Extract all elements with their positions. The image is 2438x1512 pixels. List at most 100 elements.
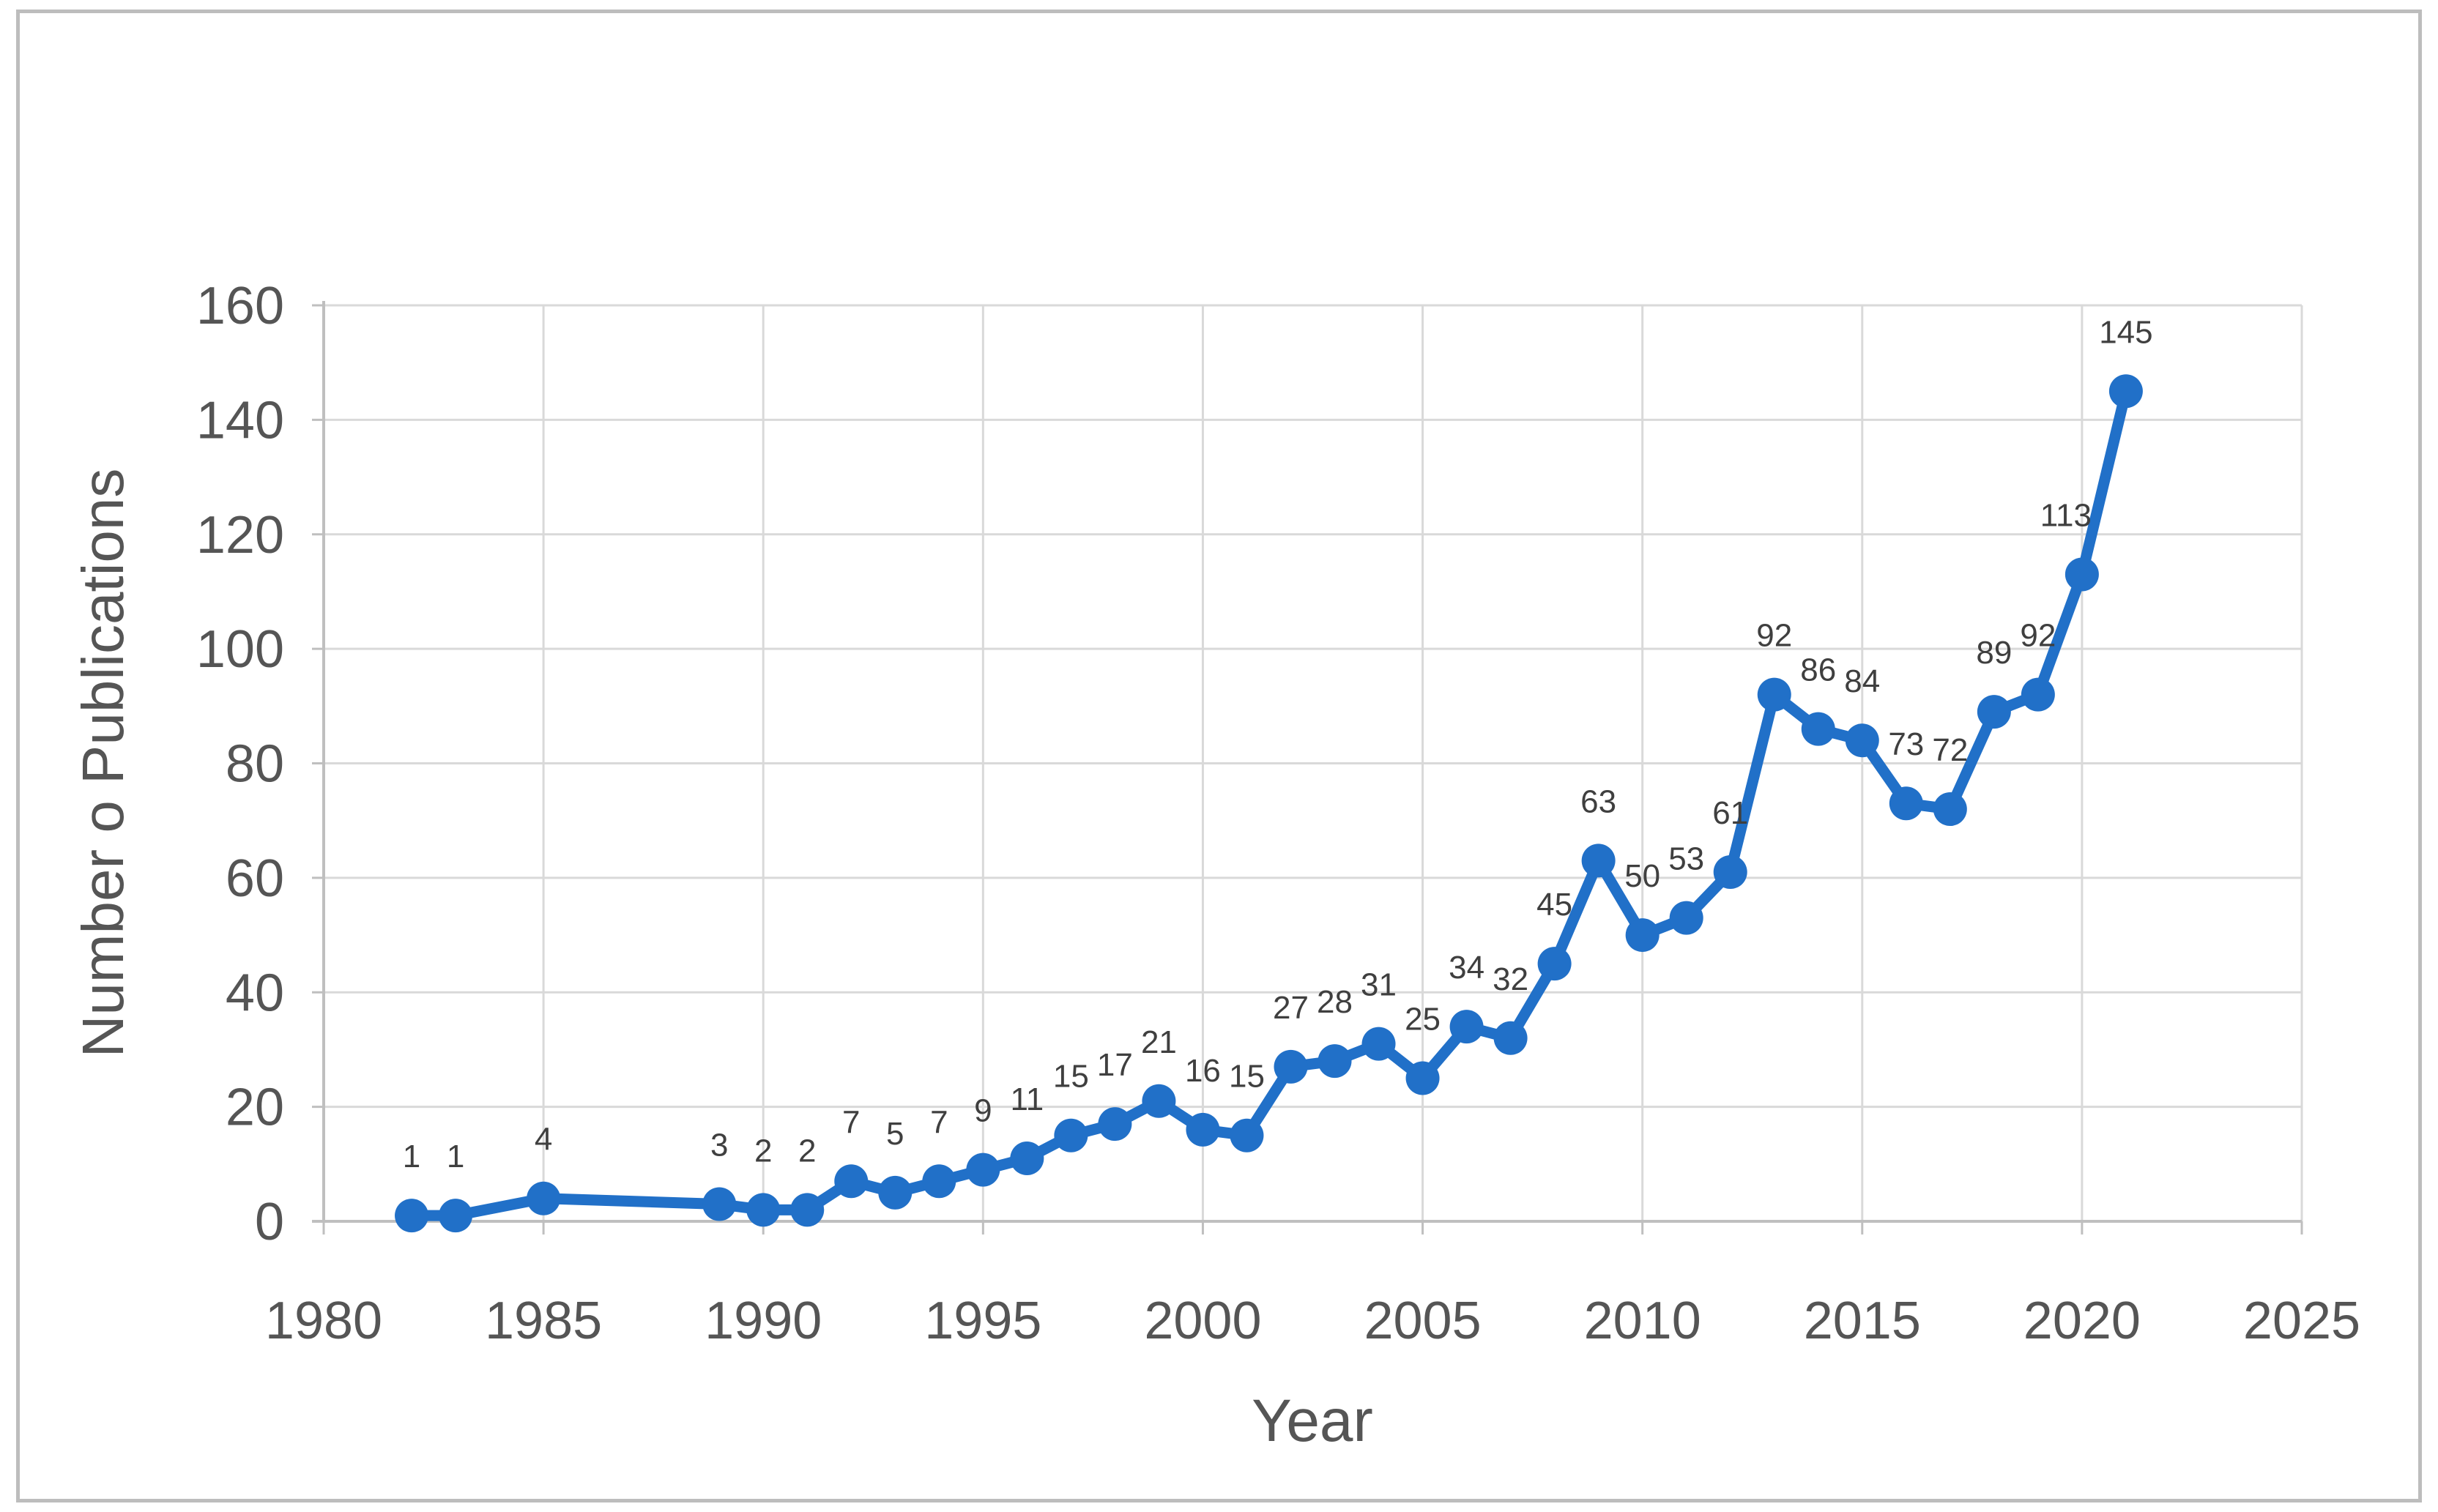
data-label: 17 <box>1097 1047 1133 1083</box>
data-label: 45 <box>1536 887 1572 923</box>
y-axis-title: Number o Publications <box>70 469 135 1058</box>
data-label: 27 <box>1273 990 1309 1026</box>
data-point-marker <box>1669 901 1703 935</box>
y-tick-label: 120 <box>196 506 284 565</box>
data-point-marker <box>1625 918 1660 953</box>
data-label: 16 <box>1185 1053 1221 1089</box>
x-axis-tick-labels: 1980 1985 1990 1995 2000 2005 2010 2015 2020 2025 <box>265 1292 2360 1350</box>
data-point-marker <box>2108 374 2143 409</box>
x-tick-label: 2005 <box>1364 1292 1481 1350</box>
data-label: 2 <box>754 1133 772 1169</box>
x-tick-label: 1985 <box>485 1292 602 1350</box>
data-label: 86 <box>1800 652 1836 688</box>
x-tick-label: 2000 <box>1144 1292 1261 1350</box>
data-label: 25 <box>1405 1002 1441 1038</box>
data-label: 1 <box>403 1139 420 1174</box>
data-point-marker <box>1933 792 1967 827</box>
data-label: 1 <box>447 1139 464 1174</box>
data-point-marker <box>527 1181 561 1215</box>
data-point-marker <box>1010 1141 1044 1175</box>
data-label: 5 <box>886 1116 904 1152</box>
x-tick-label: 1995 <box>924 1292 1041 1350</box>
data-point-marker <box>395 1199 429 1233</box>
data-point-marker <box>439 1199 473 1233</box>
data-point-marker <box>1274 1049 1308 1084</box>
data-point-marker <box>1361 1027 1396 1061</box>
data-label: 2 <box>798 1133 816 1169</box>
data-label: 3 <box>710 1128 728 1163</box>
data-point-marker <box>1318 1044 1352 1079</box>
y-tick-label: 100 <box>196 620 284 679</box>
data-label: 53 <box>1668 841 1704 877</box>
data-point-marker <box>1493 1021 1528 1055</box>
data-point-marker <box>2021 677 2055 712</box>
data-label: 11 <box>1011 1081 1044 1117</box>
figure-border <box>16 10 2422 1502</box>
data-label: 72 <box>1932 732 1968 768</box>
data-point-marker <box>922 1164 956 1199</box>
x-tick-label: 2020 <box>2023 1292 2141 1350</box>
data-label: 63 <box>1580 783 1616 819</box>
data-point-marker <box>790 1193 825 1227</box>
data-point-marker <box>702 1187 737 1221</box>
x-tick-label: 1980 <box>265 1292 382 1350</box>
data-label: 89 <box>1976 635 2012 671</box>
data-label: 113 <box>2040 497 2092 533</box>
data-label: 34 <box>1449 950 1484 986</box>
data-point-marker <box>1845 723 1879 758</box>
data-label: 28 <box>1317 984 1353 1020</box>
data-series <box>395 374 2143 1233</box>
data-point-marker <box>1757 677 1791 712</box>
data-label: 73 <box>1888 726 1924 762</box>
data-point-marker <box>1405 1061 1440 1095</box>
data-point-marker <box>878 1175 913 1210</box>
data-label: 32 <box>1493 961 1528 997</box>
data-label: 92 <box>2020 618 2056 654</box>
x-tick-label: 2015 <box>1804 1292 1921 1350</box>
data-point-marker <box>1186 1112 1220 1147</box>
data-point-marker <box>1977 695 2011 729</box>
data-point-marker <box>966 1152 1000 1187</box>
data-label: 145 <box>2099 314 2152 350</box>
data-point-marker <box>1230 1118 1264 1152</box>
y-tick-label: 60 <box>226 849 284 908</box>
y-tick-label: 140 <box>196 391 284 450</box>
data-label: 7 <box>842 1104 860 1140</box>
series-line <box>406 385 2132 1221</box>
data-point-marker <box>1713 855 1747 890</box>
y-tick-label: 0 <box>255 1193 284 1251</box>
x-tick-label: 2025 <box>2243 1292 2360 1350</box>
axes <box>312 301 2303 1234</box>
data-point-marker <box>1098 1107 1132 1142</box>
data-label: 21 <box>1141 1024 1177 1060</box>
data-point-marker <box>2065 557 2099 592</box>
data-label: 15 <box>1053 1059 1089 1095</box>
data-point-marker <box>1142 1084 1176 1118</box>
x-tick-label: 1990 <box>705 1292 822 1350</box>
gridlines <box>324 304 2303 1221</box>
data-label: 7 <box>930 1104 948 1140</box>
data-label: 31 <box>1361 967 1397 1003</box>
y-tick-label: 40 <box>226 964 284 1022</box>
x-tick-label: 2010 <box>1584 1292 1701 1350</box>
x-axis-title: Year <box>1252 1388 1373 1454</box>
y-tick-label: 80 <box>226 735 284 794</box>
data-point-marker <box>746 1193 781 1227</box>
data-point-marker <box>1801 712 1835 746</box>
data-label: 4 <box>535 1122 552 1158</box>
y-tick-label: 20 <box>226 1079 284 1137</box>
data-label: 61 <box>1712 795 1748 831</box>
data-label: 9 <box>974 1093 992 1129</box>
data-point-marker <box>1889 786 1923 821</box>
data-point-marker <box>1449 1010 1484 1044</box>
data-point-marker <box>1054 1118 1088 1152</box>
data-label: 50 <box>1624 858 1660 894</box>
data-label: 15 <box>1229 1059 1265 1095</box>
data-label: 92 <box>1756 618 1792 654</box>
data-label: 84 <box>1844 663 1880 699</box>
data-point-marker <box>834 1164 869 1199</box>
data-point-marker <box>1581 843 1616 878</box>
